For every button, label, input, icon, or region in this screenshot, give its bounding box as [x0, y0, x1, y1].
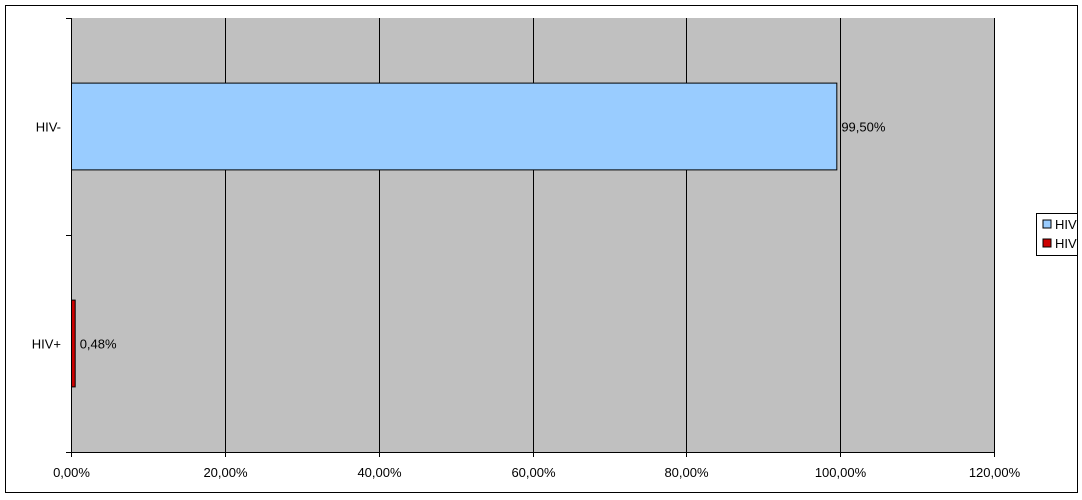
x-tick-label-1: 20,00% — [203, 465, 248, 480]
data-label-HIV+: 0,48% — [80, 337, 117, 352]
legend-label-0: HIV — [1055, 217, 1077, 232]
category-label-HIV+: HIV+ — [32, 337, 61, 352]
bar-HIV+[interactable] — [71, 299, 76, 388]
chart-frame: HIV- 99,50% HIV+ 0,48% 0,00% 20,00% 40,00% 60,0… — [5, 5, 1078, 493]
x-tick-label-0: 0,00% — [53, 465, 90, 480]
data-label-HIV-: 99,50% — [841, 120, 886, 135]
x-tick-label-4: 80,00% — [664, 465, 709, 480]
bar-HIV-[interactable] — [71, 82, 838, 171]
category-label-HIV-: HIV- — [36, 120, 61, 135]
legend-swatch-1 — [1042, 238, 1052, 248]
x-tick-label-5: 100,00% — [815, 465, 867, 480]
legend-swatch-0 — [1042, 219, 1052, 229]
x-tick-label-3: 60,00% — [511, 465, 556, 480]
x-tick-label-2: 40,00% — [357, 465, 402, 480]
x-tick-label-6: 120,00% — [969, 465, 1021, 480]
legend-label-1: HIV — [1055, 236, 1077, 251]
chart: HIV- 99,50% HIV+ 0,48% 0,00% 20,00% 40,00% 60,0… — [32, 18, 1077, 480]
